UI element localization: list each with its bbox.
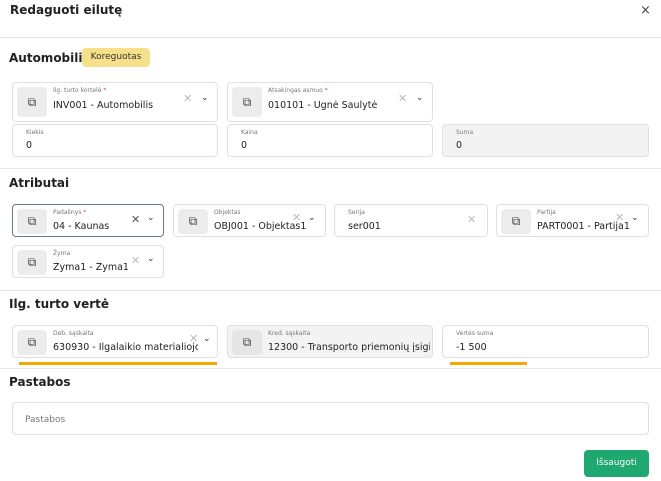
partija-select[interactable]: ⧉ Partija PART0001 - Partija1 ✕ ⌄ bbox=[496, 204, 649, 237]
clear-icon[interactable]: ✕ bbox=[131, 213, 141, 226]
field-value: Žyma1 - Žyma1 bbox=[53, 262, 129, 273]
field-value: 010101 - Ugnė Saulytė bbox=[268, 100, 378, 111]
field-value: 12300 - Transporto priemonių įsigijimo bbox=[268, 342, 430, 353]
clear-icon[interactable]: ✕ bbox=[131, 254, 141, 267]
section-automobilis: Automobilis bbox=[9, 51, 90, 65]
field-label: Kaina bbox=[241, 129, 258, 136]
external-link-icon[interactable]: ⧉ bbox=[17, 209, 47, 234]
field-value: 04 - Kaunas bbox=[53, 221, 110, 232]
field-label: Suma bbox=[456, 129, 474, 136]
field-value: ser001 bbox=[348, 221, 381, 232]
close-icon[interactable]: × bbox=[640, 3, 651, 18]
external-link-icon[interactable]: ⧉ bbox=[178, 209, 208, 234]
field-label: Kred. sąskaita bbox=[268, 330, 311, 337]
field-label: Objektas bbox=[214, 209, 241, 216]
notes-textarea[interactable]: Pastabos bbox=[12, 402, 649, 435]
debit-account-select[interactable]: ⧉ Deb. sąskaita 630930 - Ilgalaikio mate… bbox=[12, 325, 218, 358]
warning-underline bbox=[19, 362, 217, 365]
chevron-down-icon[interactable]: ⌄ bbox=[201, 93, 209, 103]
field-value: 630930 - Ilgalaikio materialiojo turto bbox=[53, 342, 198, 353]
external-link-icon[interactable]: ⧉ bbox=[232, 330, 262, 355]
external-link-icon[interactable]: ⧉ bbox=[232, 87, 262, 117]
kaina-input[interactable]: Kaina 0 bbox=[227, 124, 433, 157]
clear-icon[interactable]: ✕ bbox=[398, 92, 408, 105]
field-label: Serija bbox=[348, 209, 365, 216]
divider bbox=[0, 37, 661, 38]
field-value: OBJ001 - Objektas1 bbox=[214, 221, 307, 232]
asset-card-select[interactable]: ⧉ Ilg. turto kortelė * INV001 - Automobi… bbox=[12, 82, 218, 122]
chevron-down-icon[interactable]: ⌄ bbox=[416, 93, 424, 103]
chevron-down-icon[interactable]: ⌄ bbox=[308, 213, 316, 223]
responsible-person-select[interactable]: ⧉ Atsakingas asmuo * 010101 - Ugnė Sauly… bbox=[227, 82, 433, 122]
field-label: Kiekis bbox=[26, 129, 44, 136]
warning-underline bbox=[450, 362, 527, 365]
field-value: -1 500 bbox=[456, 342, 487, 353]
padalinys-select[interactable]: ⧉ Padalinys * 04 - Kaunas ✕ ⌄ bbox=[12, 204, 164, 237]
section-ilg-turto-verte: Ilg. turto vertė bbox=[9, 297, 110, 311]
field-label: Žyma bbox=[53, 250, 71, 257]
field-value: PART0001 - Partija1 bbox=[537, 221, 630, 232]
field-value: 0 bbox=[26, 140, 33, 151]
dialog-title: Redaguoti eilutę bbox=[10, 3, 123, 17]
save-button[interactable]: Išsaugoti bbox=[584, 450, 649, 477]
clear-icon[interactable]: ✕ bbox=[189, 332, 199, 345]
section-atributai: Atributai bbox=[9, 176, 70, 190]
chevron-down-icon[interactable]: ⌄ bbox=[631, 213, 639, 223]
field-label: Atsakingas asmuo bbox=[268, 87, 323, 94]
clear-icon[interactable]: ✕ bbox=[183, 92, 193, 105]
field-value: INV001 - Automobilis bbox=[53, 100, 154, 111]
credit-account-select: ⧉ Kred. sąskaita 12300 - Transporto prie… bbox=[227, 325, 433, 358]
field-label: Ilg. turto kortelė bbox=[53, 87, 102, 94]
divider bbox=[0, 290, 661, 291]
notes-placeholder: Pastabos bbox=[25, 415, 66, 425]
suma-input: Suma 0 bbox=[442, 124, 649, 157]
field-label: Deb. sąskaita bbox=[53, 330, 94, 337]
field-value: 0 bbox=[241, 140, 248, 151]
divider bbox=[0, 168, 661, 169]
chevron-down-icon[interactable]: ⌄ bbox=[147, 213, 155, 223]
objektas-select[interactable]: ⧉ Objektas OBJ001 - Objektas1 ✕ ⌄ bbox=[173, 204, 326, 237]
external-link-icon[interactable]: ⧉ bbox=[17, 87, 47, 117]
field-value: 0 bbox=[456, 140, 463, 151]
section-pastabos: Pastabos bbox=[9, 375, 71, 389]
external-link-icon[interactable]: ⧉ bbox=[501, 209, 531, 234]
clear-icon[interactable]: ✕ bbox=[292, 211, 302, 224]
clear-icon[interactable]: ✕ bbox=[467, 213, 477, 226]
external-link-icon[interactable]: ⧉ bbox=[17, 330, 47, 355]
field-label: Padalinys bbox=[53, 209, 82, 216]
zyma-select[interactable]: ⧉ Žyma Žyma1 - Žyma1 ✕ ⌄ bbox=[12, 245, 164, 278]
divider bbox=[0, 368, 661, 369]
field-label: Partija bbox=[537, 209, 556, 216]
kiekis-input[interactable]: Kiekis 0 bbox=[12, 124, 218, 157]
value-sum-input[interactable]: Vertės suma -1 500 bbox=[442, 325, 649, 358]
clear-icon[interactable]: ✕ bbox=[615, 211, 625, 224]
chevron-down-icon[interactable]: ⌄ bbox=[147, 254, 155, 264]
status-badge: Koreguotas bbox=[82, 48, 150, 67]
field-label: Vertės suma bbox=[456, 330, 494, 337]
external-link-icon[interactable]: ⧉ bbox=[17, 250, 47, 275]
chevron-down-icon[interactable]: ⌄ bbox=[203, 334, 211, 344]
serija-input[interactable]: Serija ser001 ✕ bbox=[334, 204, 488, 237]
